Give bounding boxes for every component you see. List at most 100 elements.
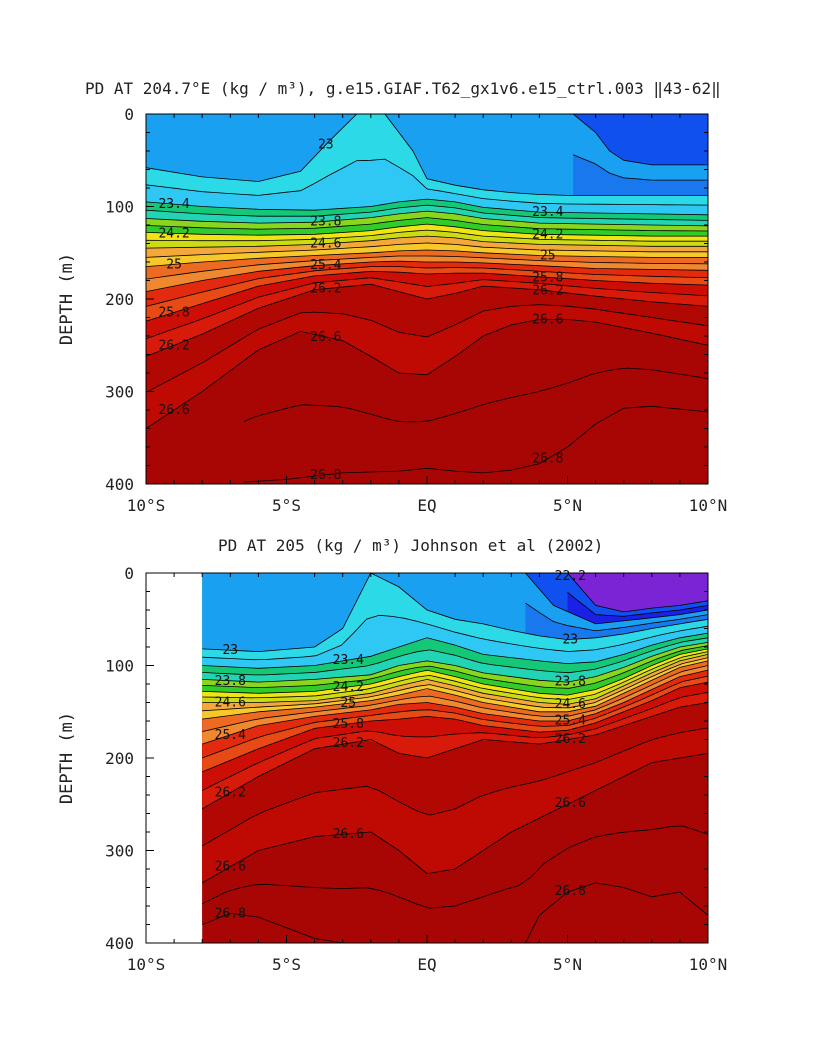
isopycnal-line (525, 573, 708, 625)
isopycnal-line (146, 260, 708, 292)
contour-label: 26.6 (532, 312, 563, 327)
density-band (202, 826, 708, 943)
y-tick-label: 100 (105, 657, 134, 676)
contour-label: 26.2 (555, 732, 586, 747)
y-tick-label: 400 (105, 475, 134, 494)
density-band (146, 114, 708, 196)
isopycnal-line (202, 645, 708, 689)
isopycnal-line (202, 637, 708, 676)
contour-label: 26.6 (333, 827, 364, 842)
isopycnal-line (146, 204, 708, 221)
contour-label: 25 (166, 257, 182, 272)
contour-label: 23.4 (333, 653, 364, 668)
density-band (146, 304, 708, 429)
isopycnal-line (146, 198, 708, 216)
contour-label: 26.2 (333, 736, 364, 751)
contour-label: 26.2 (310, 282, 341, 297)
density-band (202, 657, 708, 720)
isopycnal-line (202, 665, 708, 732)
density-band (146, 277, 708, 357)
contour-label: 23.4 (158, 197, 189, 212)
contour-label-layer: 22.2 23 23 23.4 23.8 23.8 24.2 24.6 24.6 25 25.4 25… (215, 569, 586, 921)
axes: 10°S 5°S EQ 5°N 10°N 0 100 200 300 400 (105, 105, 727, 515)
contour-label: 23 (318, 138, 334, 153)
isopycnal-line (202, 654, 708, 705)
density-band (573, 114, 708, 165)
x-tick-label: 5°S (272, 496, 301, 515)
contour-label-layer: 23 23.4 23.4 23.8 24.2 24.2 24.6 25 25 25.4 25.8 25… (158, 138, 563, 483)
contour-label: 25.8 (532, 270, 563, 285)
density-band (146, 230, 708, 249)
contour-label: 25.8 (333, 717, 364, 732)
isopycnal-line (525, 602, 708, 631)
density-band (567, 592, 708, 624)
isopycnal-line (202, 651, 708, 700)
contour-label: 23.8 (555, 675, 586, 690)
density-band (244, 368, 708, 483)
density-band (567, 573, 708, 612)
isopycnal-line (202, 657, 708, 712)
x-tick-label: 10°N (689, 955, 728, 974)
chart-title: PD AT 204.7°E (kg / m³), g.e15.GIAF.T62_… (85, 79, 721, 98)
isopycnal-line (146, 283, 708, 357)
contour-label: 26.8 (310, 468, 341, 483)
isopycnal-line (202, 642, 708, 683)
isopycnal-line (202, 675, 708, 759)
isopycnal-line (146, 114, 708, 196)
y-tick-label: 300 (105, 842, 134, 861)
isopycnal-line (146, 255, 708, 280)
isopycnal-line (202, 691, 708, 791)
isopycnal-line (146, 229, 708, 242)
isopycnal-line (244, 367, 708, 423)
isopycnal-line (202, 660, 708, 720)
chart-title: PD AT 205 (kg / m³) Johnson et al (2002) (218, 536, 603, 555)
density-band (573, 154, 708, 196)
contour-label: 25 (540, 249, 556, 264)
x-tick-label: EQ (417, 955, 436, 974)
contour-label: 24.2 (333, 680, 364, 695)
y-tick-label: 300 (105, 383, 134, 402)
contour-label: 22.2 (555, 569, 586, 584)
contour-label: 24.6 (555, 697, 586, 712)
y-tick-label: 200 (105, 749, 134, 768)
y-tick-label: 100 (105, 198, 134, 217)
isopycnal-line (572, 114, 708, 166)
contour-label: 26.2 (532, 284, 563, 299)
isopycnal-line (202, 753, 708, 884)
isopycnal-line (146, 270, 708, 322)
isopycnal-line (202, 825, 708, 909)
isopycnal-line (202, 681, 708, 773)
contour-fill-layer (202, 573, 708, 943)
y-tick-label: 400 (105, 934, 134, 953)
isopycnal-line (146, 158, 708, 206)
contour-label: 24.2 (158, 226, 189, 241)
x-tick-label: 10°N (689, 496, 728, 515)
panel-model: PD AT 204.7°E (kg / m³), g.e15.GIAF.T62_… (57, 79, 727, 515)
isopycnal-line (146, 266, 708, 307)
y-axis-label: DEPTH (m) (57, 253, 77, 345)
contour-label: 23.4 (532, 205, 563, 220)
contour-label: 26.6 (310, 330, 341, 345)
contour-label: 26.2 (215, 786, 246, 801)
contour-label: 26.6 (555, 796, 586, 811)
y-axis-label: DEPTH (m) (57, 712, 77, 804)
density-band (146, 217, 708, 237)
isopycnal-line (202, 727, 708, 847)
density-band (146, 266, 708, 322)
isopycnal-layer (146, 114, 708, 483)
contour-label: 24.6 (310, 237, 341, 252)
isopycnal-line (202, 573, 708, 653)
isopycnal-line (202, 614, 708, 661)
isopycnal-line (202, 702, 708, 810)
panel-observation: PD AT 205 (kg / m³) Johnson et al (2002)… (57, 536, 727, 974)
isopycnal-line (146, 249, 708, 267)
density-band (202, 692, 708, 809)
isopycnal-line (567, 591, 708, 617)
contour-label: 25.4 (310, 258, 341, 273)
contour-label: 25.4 (215, 728, 246, 743)
contour-label: 25.8 (158, 305, 189, 320)
isopycnal-line (146, 304, 708, 393)
isopycnal-line (146, 242, 708, 258)
isopycnal-line (202, 632, 708, 669)
